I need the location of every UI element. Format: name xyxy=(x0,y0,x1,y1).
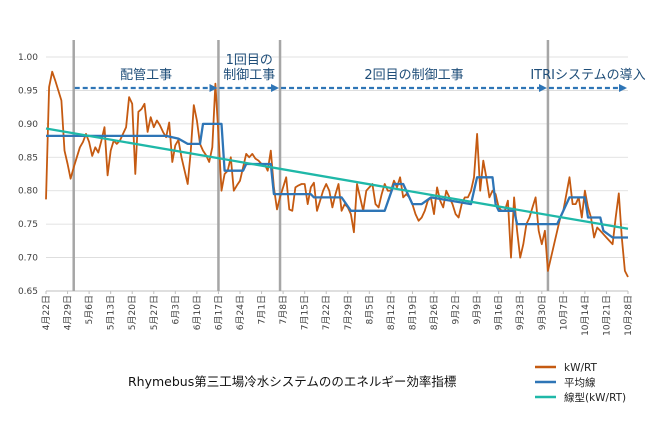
legend-label: 線型(kW/RT) xyxy=(564,391,626,404)
x-tick-label: 6月24日 xyxy=(235,295,246,330)
x-tick-label: 5月27日 xyxy=(149,295,160,330)
x-tick-label: 5月20日 xyxy=(127,295,138,330)
y-tick-label: 0.95 xyxy=(18,86,38,96)
y-tick-label: 0.85 xyxy=(18,153,38,163)
x-tick-label: 8月26日 xyxy=(429,295,440,330)
x-tick-label: 4月22日 xyxy=(41,295,52,330)
gridlines xyxy=(46,56,628,292)
x-tick-label: 9月2日 xyxy=(451,295,462,324)
legend-label: kW/RT xyxy=(564,362,598,374)
x-tick-label: 7月22日 xyxy=(321,295,332,330)
y-tick-label: 0.75 xyxy=(18,220,38,230)
y-axis: 1.00 0.95 0.90 0.85 0.80 0.75 0.70 0.65 xyxy=(18,53,38,297)
chart-title: Rhymebus第三工場冷水システムののエネルギー効率指標 xyxy=(128,374,457,389)
x-tick-label: 10月28日 xyxy=(623,295,634,336)
y-tick-label: 0.70 xyxy=(18,254,38,264)
series-lines xyxy=(45,70,629,278)
series-line-1 xyxy=(46,122,628,239)
x-tick-label: 10月7日 xyxy=(558,295,569,330)
y-tick-label: 0.90 xyxy=(18,120,38,130)
series-line-2 xyxy=(45,127,629,230)
x-tick-label: 10月21日 xyxy=(601,295,612,336)
x-tick-label: 6月17日 xyxy=(213,295,224,330)
x-tick-label: 4月29日 xyxy=(63,295,74,330)
x-tick-label: 8月5日 xyxy=(364,295,375,324)
x-tick-label: 9月23日 xyxy=(515,295,526,330)
x-tick-label: 7月1日 xyxy=(257,295,268,324)
x-tick-label: 8月12日 xyxy=(386,295,397,330)
phase-label: 1回目の制御工事 xyxy=(223,53,275,83)
x-tick-label: 7月29日 xyxy=(343,295,354,330)
legend-label: 平均線 xyxy=(564,376,596,389)
x-tick-label: 9月9日 xyxy=(472,295,483,324)
x-tick-label: 8月19日 xyxy=(407,295,418,330)
x-tick-label: 9月30日 xyxy=(537,295,548,330)
x-tick-label: 7月15日 xyxy=(300,295,311,330)
phase-label: 配管工事 xyxy=(120,68,172,83)
y-tick-label: 0.65 xyxy=(18,287,38,297)
x-tick-label: 7月8日 xyxy=(278,295,289,324)
x-tick-label: 6月3日 xyxy=(170,295,181,324)
x-tick-label: 5月6日 xyxy=(84,295,95,324)
x-tick-label: 10月14日 xyxy=(580,295,591,336)
phase-label: 2回目の制御工事 xyxy=(364,68,463,83)
phase-label: ITRIシステムの導入 xyxy=(530,68,645,83)
phase-annotations: 配管工事 1回目の制御工事 2回目の制御工事 ITRIシステムの導入 xyxy=(74,53,646,92)
x-tick-label: 5月13日 xyxy=(106,295,117,330)
x-tick-label: 9月16日 xyxy=(494,295,505,330)
y-tick-label: 0.80 xyxy=(18,187,38,197)
x-axis: 4月22日 4月29日 5月6日 5月13日 5月20日 5月27日 6月3日 6月10日 6月… xyxy=(41,290,634,336)
series-line-0 xyxy=(45,70,629,278)
x-tick-label: 6月10日 xyxy=(192,295,203,330)
y-tick-label: 1.00 xyxy=(18,53,38,63)
